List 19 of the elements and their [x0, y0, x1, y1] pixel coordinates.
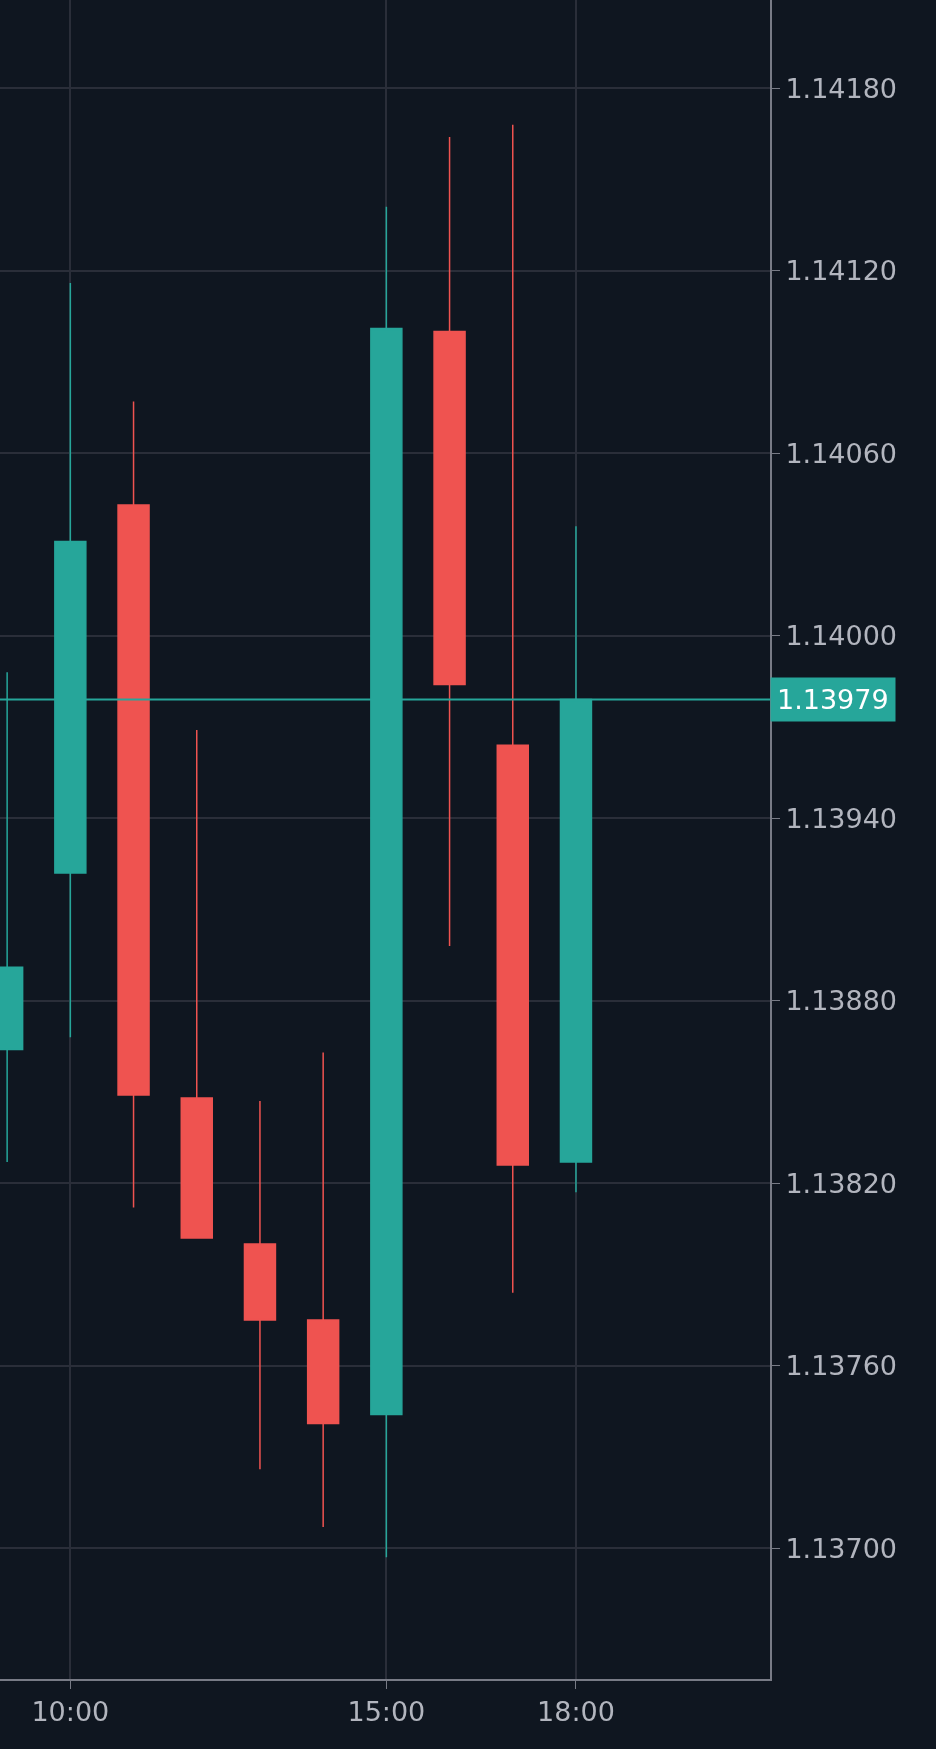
candlestick: [433, 136, 466, 947]
y-tick-label: 1.13820: [785, 1167, 898, 1199]
candlestick: [180, 729, 213, 1239]
y-tick-label: 1.14180: [785, 72, 898, 104]
y-tick-label: 1.13760: [785, 1350, 898, 1382]
candlestick: [117, 400, 150, 1209]
candlestick: [306, 1051, 340, 1528]
x-tick-label: 18:00: [537, 1696, 615, 1728]
y-tick-label: 1.13880: [785, 985, 898, 1017]
y-tick-label: 1.13940: [785, 802, 898, 834]
y-tick-label: 1.14060: [785, 437, 898, 469]
candlestick: [496, 123, 529, 1294]
y-tick-label: 1.13700: [785, 1532, 898, 1564]
x-tick-label: 15:00: [347, 1696, 426, 1728]
x-tick-label: 10:00: [31, 1696, 110, 1728]
ref-line-label: 1.13979: [777, 684, 889, 715]
y-tick-label: 1.14120: [785, 255, 898, 287]
y-tick-label: 1.14000: [785, 620, 898, 652]
candlestick: [243, 1100, 277, 1470]
